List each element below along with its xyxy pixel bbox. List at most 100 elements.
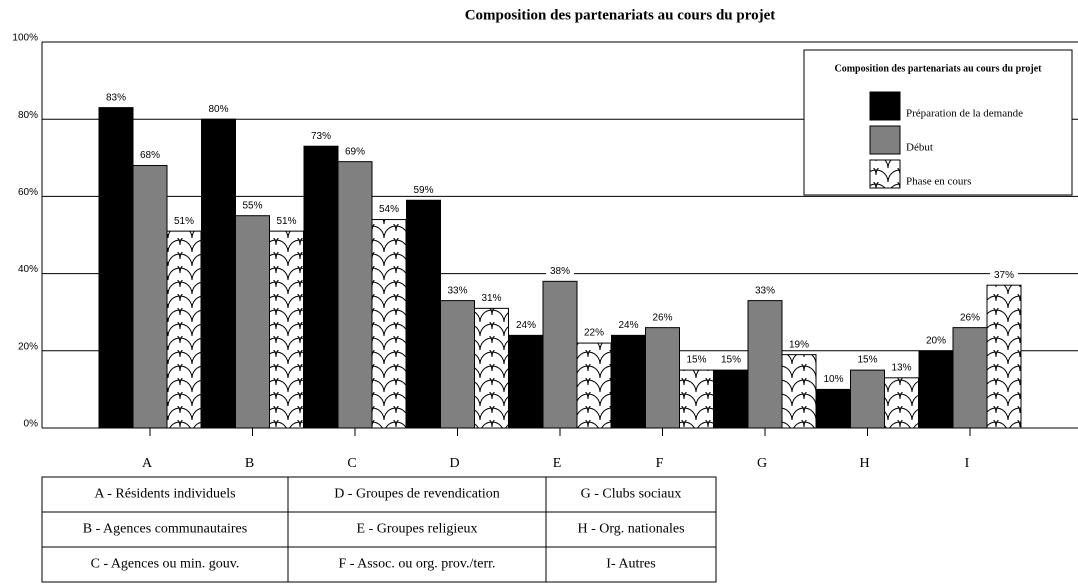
value-label: 15% <box>721 355 741 366</box>
value-label-bg <box>477 291 506 304</box>
bar <box>611 334 646 429</box>
value-label: 31% <box>481 293 501 304</box>
value-label-bg <box>170 214 198 227</box>
value-label: 22% <box>584 328 604 339</box>
value-label: 38% <box>550 266 570 277</box>
legend-swatch <box>869 125 901 155</box>
x-tick-label: F <box>656 456 664 471</box>
y-tick-label: 0% <box>24 419 39 430</box>
value-label-bg <box>819 372 848 385</box>
y-tick-label: 20% <box>18 341 38 352</box>
value-label: 55% <box>242 200 262 211</box>
table-text: G - Clubs sociaux <box>581 487 682 502</box>
value-label-bg <box>887 360 916 373</box>
x-tick-label: E <box>553 456 562 471</box>
value-label: 15% <box>686 355 706 366</box>
value-label: 80% <box>208 104 228 115</box>
x-tick-label: D <box>449 456 459 471</box>
bar <box>918 350 954 429</box>
value-label: 83% <box>106 92 126 103</box>
bar <box>576 342 612 429</box>
value-label-bg <box>922 333 950 346</box>
x-tick-label: I <box>965 456 970 471</box>
x-tick-label: A <box>142 456 153 471</box>
y-tick-label: 80% <box>18 110 38 121</box>
y-tick-label: 60% <box>18 187 38 198</box>
bar <box>884 377 919 429</box>
bar <box>713 369 749 429</box>
table-text: E - Groupes religieux <box>357 522 478 537</box>
table-text: F - Assoc. ou org. prov./terr. <box>338 557 495 572</box>
value-label: 59% <box>413 185 433 196</box>
bar <box>645 327 680 429</box>
x-tick-label: G <box>757 456 767 471</box>
y-tick-label: 40% <box>18 264 38 275</box>
legend-label: Préparation de la demande <box>906 108 1023 120</box>
value-label: 13% <box>891 362 911 373</box>
value-label-bg <box>204 102 233 115</box>
bar <box>781 354 817 429</box>
value-label-bg <box>341 144 369 157</box>
bar <box>337 161 373 429</box>
value-label: 26% <box>652 312 672 323</box>
table-text: D - Groupes de revendication <box>334 487 500 502</box>
table-text: H - Org. nationales <box>577 522 684 537</box>
value-label-bg <box>785 337 813 350</box>
table-text: B - Agences communautaires <box>83 522 247 537</box>
table-text: A - Résidents individuels <box>94 487 235 502</box>
value-label: 51% <box>174 216 194 227</box>
bar <box>406 199 441 429</box>
legend-title: Composition des partenariats au cours du… <box>834 63 1042 74</box>
table-text: I- Autres <box>606 557 655 572</box>
value-label: 24% <box>618 320 638 331</box>
bar <box>679 369 714 429</box>
bar <box>440 300 475 429</box>
value-label-bg <box>717 353 745 366</box>
bar <box>201 118 236 429</box>
value-label-bg <box>751 283 779 296</box>
chart-title: Composition des partenariats au cours du… <box>465 7 776 23</box>
value-label-bg <box>238 198 267 211</box>
value-label: 15% <box>857 355 877 366</box>
value-label: 51% <box>276 216 296 227</box>
value-label-bg <box>990 268 1018 281</box>
value-label-bg <box>580 326 608 339</box>
value-label-bg <box>546 264 574 277</box>
legend-box <box>803 49 1073 196</box>
bar <box>542 280 578 429</box>
value-label: 10% <box>823 374 843 385</box>
value-label: 68% <box>140 150 160 161</box>
value-label: 37% <box>994 270 1014 281</box>
value-label: 69% <box>345 146 365 157</box>
value-label: 33% <box>755 285 775 296</box>
bar <box>132 165 168 429</box>
legend-swatch <box>869 159 901 189</box>
legend-swatch <box>869 91 901 121</box>
x-tick-label: B <box>245 456 254 471</box>
table-text: C - Agences ou min. gouv. <box>91 557 240 572</box>
x-tick-label: C <box>347 456 356 471</box>
value-label-bg <box>648 310 677 323</box>
bar <box>235 215 270 429</box>
value-label-bg <box>512 318 540 331</box>
value-label: 33% <box>447 285 467 296</box>
value-label: 54% <box>379 204 399 215</box>
bar <box>508 334 544 429</box>
legend-label: Début <box>906 142 933 154</box>
value-label: 26% <box>960 312 980 323</box>
bar <box>816 388 851 429</box>
value-label-bg <box>307 129 335 142</box>
legend-label: Phase en cours <box>906 176 971 188</box>
value-label-bg <box>102 90 130 103</box>
bar <box>747 300 783 429</box>
bar <box>371 219 407 429</box>
value-label: 24% <box>516 320 536 331</box>
bar <box>98 107 134 429</box>
bar <box>474 307 509 429</box>
value-label: 73% <box>311 131 331 142</box>
bar <box>166 230 202 429</box>
y-tick-label: 100% <box>12 33 38 44</box>
bar <box>269 230 304 429</box>
value-label-bg <box>956 310 984 323</box>
